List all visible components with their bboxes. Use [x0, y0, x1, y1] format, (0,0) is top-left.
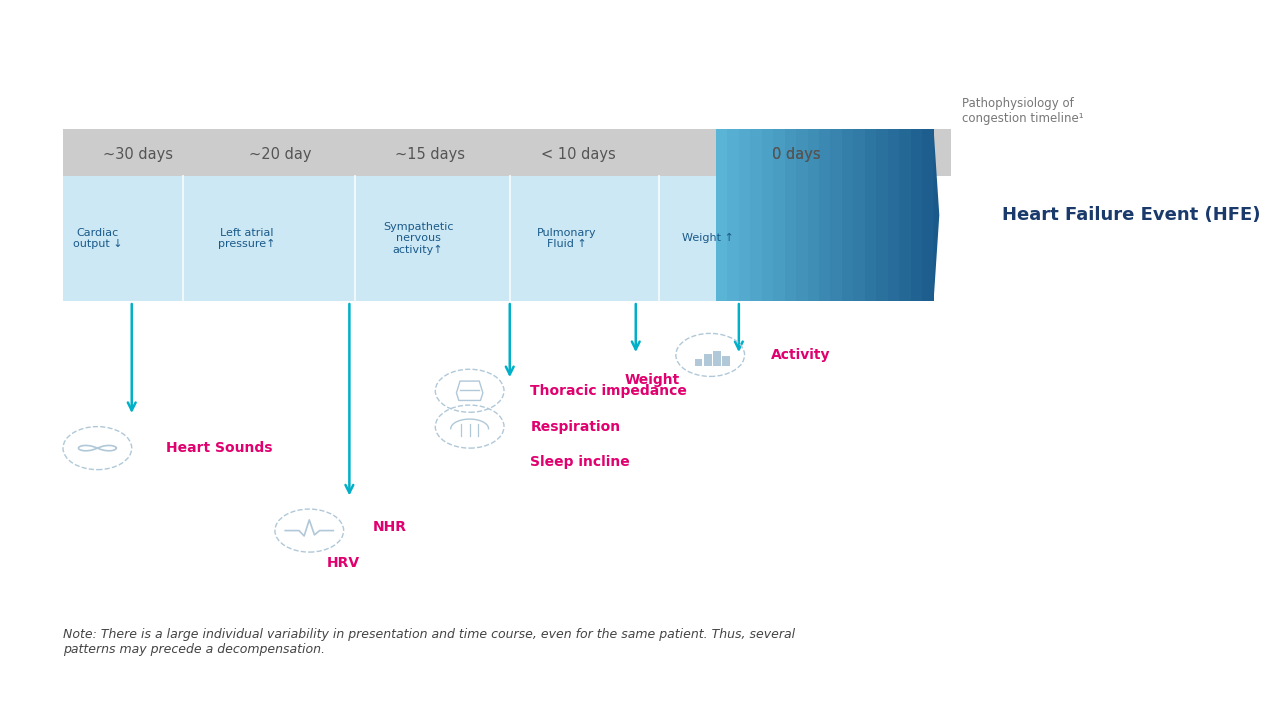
- FancyBboxPatch shape: [63, 129, 796, 176]
- Polygon shape: [842, 129, 854, 301]
- Polygon shape: [739, 129, 750, 301]
- Bar: [713, 351, 721, 366]
- Text: Pulmonary
Fluid ↑: Pulmonary Fluid ↑: [538, 227, 596, 250]
- Text: Respiration: Respiration: [530, 419, 621, 434]
- Bar: [704, 354, 712, 366]
- Text: 0 days: 0 days: [772, 147, 820, 162]
- Text: Sympathetic
nervous
activity↑: Sympathetic nervous activity↑: [383, 222, 453, 255]
- Polygon shape: [910, 129, 922, 301]
- Polygon shape: [762, 129, 773, 301]
- FancyBboxPatch shape: [63, 176, 796, 301]
- Polygon shape: [785, 129, 796, 301]
- Polygon shape: [773, 129, 785, 301]
- Polygon shape: [854, 129, 865, 301]
- Text: ~15 days: ~15 days: [394, 147, 465, 162]
- Polygon shape: [808, 129, 819, 301]
- Bar: [722, 356, 730, 366]
- Text: Note: There is a large individual variability in presentation and time course, e: Note: There is a large individual variab…: [63, 628, 795, 656]
- Text: Activity: Activity: [771, 348, 831, 362]
- Text: Left atrial
pressure↑: Left atrial pressure↑: [218, 227, 275, 250]
- Text: Weight ↑: Weight ↑: [682, 233, 733, 244]
- Polygon shape: [865, 129, 877, 301]
- Polygon shape: [727, 129, 739, 301]
- Bar: [695, 359, 703, 366]
- Text: Thoracic impedance: Thoracic impedance: [530, 384, 687, 398]
- Polygon shape: [831, 129, 842, 301]
- Text: HRV: HRV: [326, 556, 360, 570]
- Polygon shape: [933, 129, 940, 301]
- Polygon shape: [750, 129, 762, 301]
- Text: Pathophysiology of
congestion timeline¹: Pathophysiology of congestion timeline¹: [963, 98, 1084, 125]
- Polygon shape: [877, 129, 888, 301]
- Text: NHR: NHR: [372, 520, 406, 534]
- Text: Sleep incline: Sleep incline: [530, 455, 630, 470]
- Text: ~20 day: ~20 day: [250, 147, 312, 162]
- Text: 0 days: 0 days: [772, 147, 820, 162]
- Text: Heart Sounds: Heart Sounds: [166, 441, 273, 455]
- Text: < 10 days: < 10 days: [541, 147, 616, 162]
- Polygon shape: [819, 129, 831, 301]
- Polygon shape: [900, 129, 910, 301]
- Text: Cardiac
output ↓: Cardiac output ↓: [73, 227, 122, 250]
- Polygon shape: [922, 129, 933, 301]
- Polygon shape: [716, 129, 727, 301]
- FancyBboxPatch shape: [796, 129, 951, 176]
- Polygon shape: [796, 129, 808, 301]
- Text: ~30 days: ~30 days: [104, 147, 173, 162]
- Text: Weight: Weight: [625, 373, 680, 387]
- Text: Heart Failure Event (HFE): Heart Failure Event (HFE): [1002, 206, 1261, 224]
- Polygon shape: [888, 129, 900, 301]
